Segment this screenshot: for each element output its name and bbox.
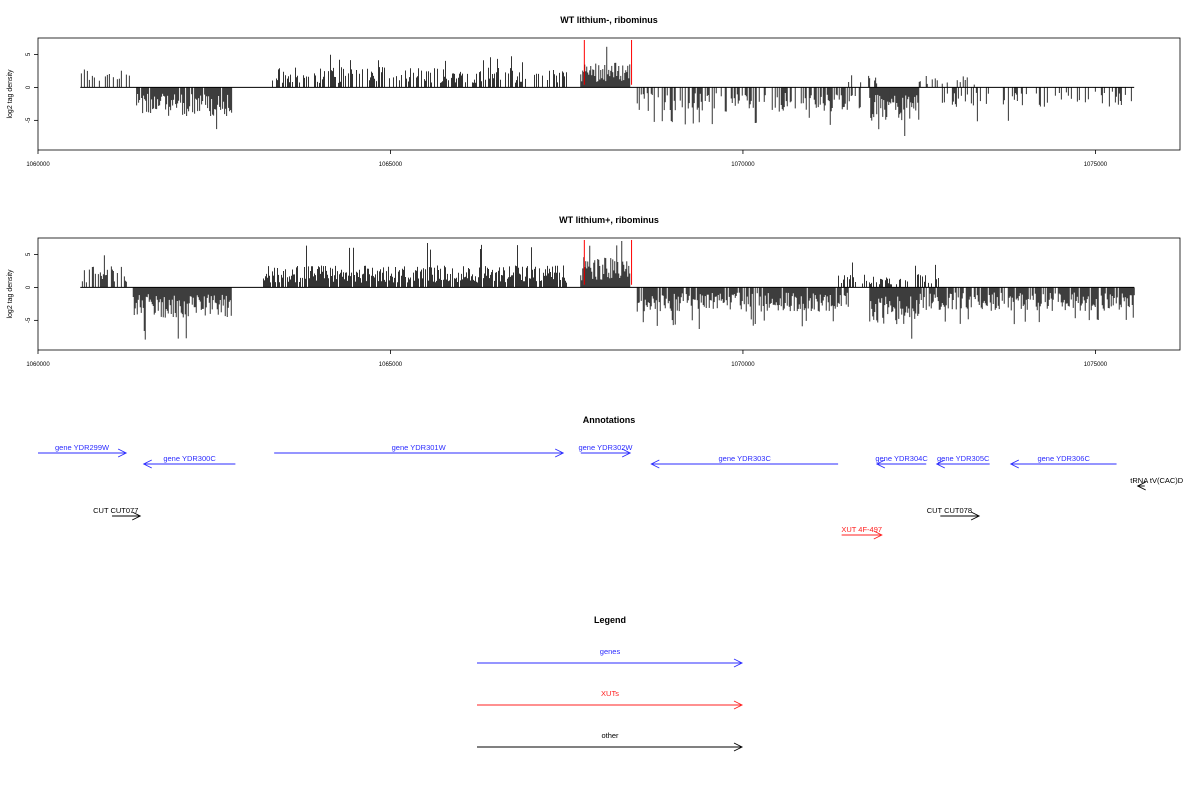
annotations-title: Annotations xyxy=(583,415,636,425)
chart-title: WT lithium+, ribominus xyxy=(559,215,659,225)
feature-other: CUT CUT078 xyxy=(927,506,981,521)
bar-group xyxy=(81,241,1135,340)
arrow-head xyxy=(733,658,744,668)
feature-label: CUT CUT078 xyxy=(927,506,972,515)
arrow-head xyxy=(733,700,744,710)
legend-label: genes xyxy=(600,647,621,656)
y-tick-label: 5 xyxy=(26,52,32,56)
plot-frame xyxy=(37,237,1181,351)
legend-label: XUTs xyxy=(601,689,619,698)
feature-label: gene YDR302W xyxy=(578,443,633,452)
annotations-panel: Annotations gene YDR299W gene YDR300C gene … xyxy=(38,415,1184,540)
arrow-head xyxy=(142,459,152,469)
feature-label: gene YDR300C xyxy=(163,454,216,463)
feature-label: gene YDR303C xyxy=(718,454,771,463)
x-tick-label: 1060000 xyxy=(26,162,50,168)
feature-gene: gene YDR303C xyxy=(650,454,839,469)
legend-entry-gene: genes xyxy=(477,647,744,668)
feature-label: XUT 4F-497 xyxy=(841,525,882,534)
x-tick-label: 1075000 xyxy=(1084,362,1108,368)
arrow-head xyxy=(733,742,744,752)
legend-label: other xyxy=(601,731,619,740)
arrow-head xyxy=(650,459,660,469)
arrow-head xyxy=(132,511,142,521)
feature-gene: gene YDR299W xyxy=(38,443,128,458)
legend-entry-xut: XUTs xyxy=(477,689,744,710)
chart-panel-1: WT lithium-, ribominus 1060000 1065000 1070… xyxy=(7,15,1181,168)
x-tick-label: 1065000 xyxy=(379,362,403,368)
arrow-head xyxy=(117,448,128,458)
x-tick-label: 1075000 xyxy=(1084,162,1108,168)
y-tick-label: 0 xyxy=(26,285,32,289)
x-tick-label: 1065000 xyxy=(379,162,403,168)
legend-entry-other: other xyxy=(477,731,744,752)
feature-gene: gene YDR301W xyxy=(274,443,565,458)
chart-title: WT lithium-, ribominus xyxy=(560,15,658,25)
feature-other: CUT CUT077 xyxy=(93,506,142,521)
arrow-head xyxy=(554,448,565,458)
feature-label: gene YDR306C xyxy=(1037,454,1090,463)
legend: Legend genes XUTs other xyxy=(477,615,744,752)
legend-title: Legend xyxy=(594,615,626,625)
feature-label: gene YDR304C xyxy=(875,454,928,463)
feature-label: CUT CUT077 xyxy=(93,506,138,515)
feature-gene: gene YDR304C xyxy=(875,454,928,469)
plot-frame xyxy=(37,37,1181,151)
arrow-head xyxy=(875,459,886,469)
arrow-head xyxy=(873,530,883,540)
chart-panel-2: WT lithium+, ribominus 1060000 1065000 1070… xyxy=(7,215,1181,368)
y-tick-label: 0 xyxy=(26,85,32,89)
arrow-head xyxy=(621,448,632,458)
y-axis-label: log2 tag density xyxy=(7,269,14,319)
arrow-head xyxy=(935,459,945,469)
y-tick-label: -5 xyxy=(26,317,32,323)
feature-label: gene YDR305C xyxy=(937,454,990,463)
feature-gene: gene YDR306C xyxy=(1009,454,1117,469)
arrow-head xyxy=(970,511,981,521)
feature-label: gene YDR301W xyxy=(392,443,447,452)
feature-gene: gene YDR305C xyxy=(935,454,990,469)
x-tick-label: 1070000 xyxy=(731,362,755,368)
feature-gene: gene YDR300C xyxy=(142,454,236,469)
feature-xut: XUT 4F-497 xyxy=(841,525,883,540)
arrow-head xyxy=(1009,459,1020,469)
bar-group xyxy=(80,46,1132,136)
feature-label: tRNA tV(CAC)D xyxy=(1130,476,1184,485)
x-tick-label: 1060000 xyxy=(26,362,50,368)
feature-other: tRNA tV(CAC)D xyxy=(1130,476,1184,491)
y-tick-label: 5 xyxy=(26,252,32,256)
y-axis-label: log2 tag density xyxy=(7,69,14,119)
feature-gene: gene YDR302W xyxy=(578,443,633,458)
arrow-head xyxy=(1136,481,1146,491)
y-tick-label: -5 xyxy=(26,117,32,123)
feature-label: gene YDR299W xyxy=(55,443,110,452)
x-tick-label: 1070000 xyxy=(731,162,755,168)
